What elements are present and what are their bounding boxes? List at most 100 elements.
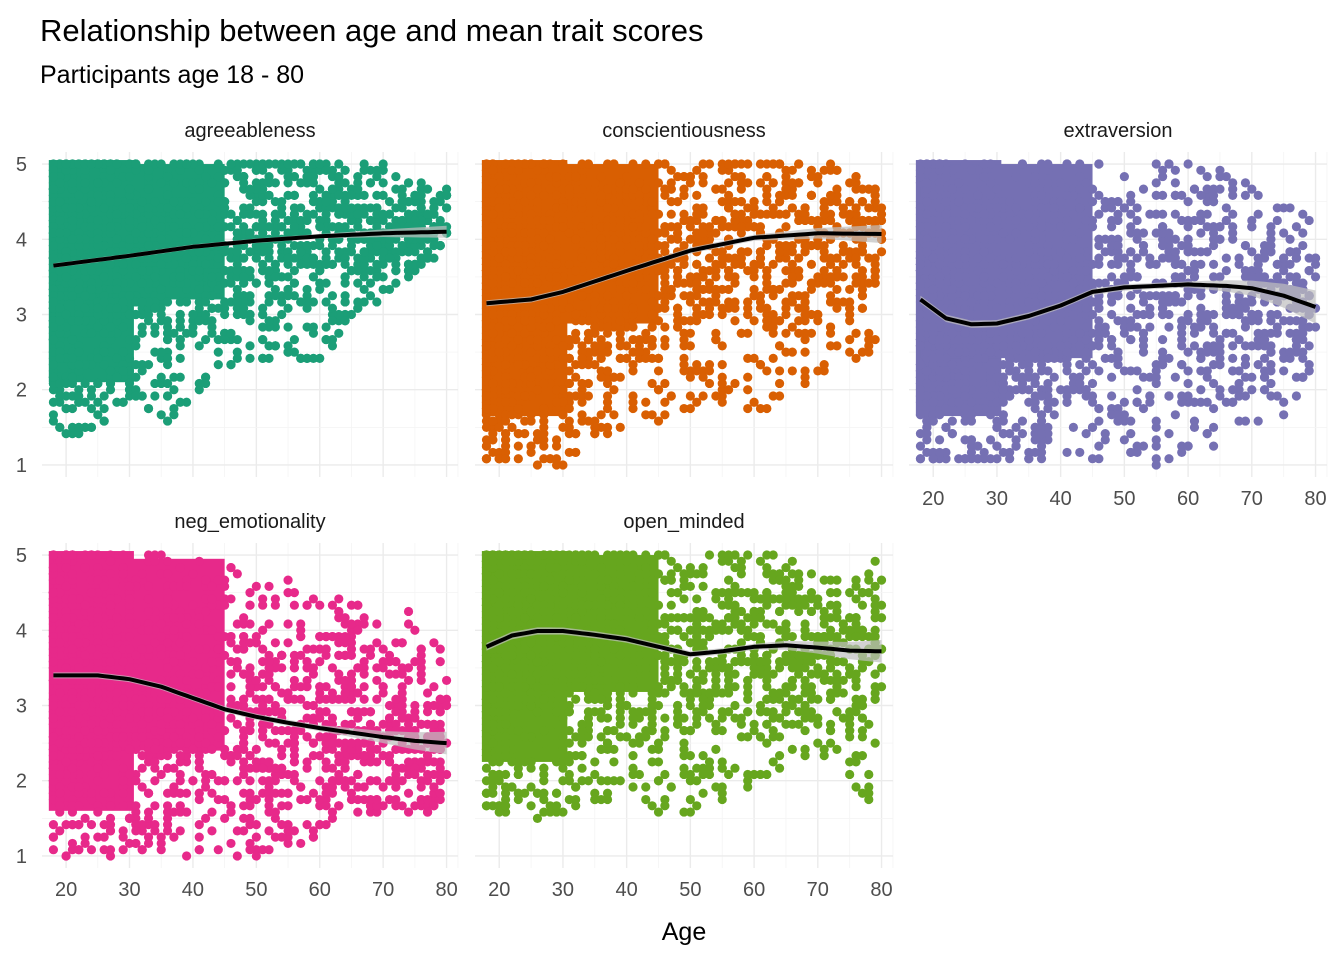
data-point <box>1030 228 1040 238</box>
data-point <box>941 334 951 345</box>
data-point <box>264 159 274 169</box>
data-point <box>532 429 543 439</box>
y-tick-label: 1 <box>16 455 27 477</box>
data-point <box>966 385 977 395</box>
data-point <box>150 215 160 226</box>
data-point <box>532 215 543 226</box>
data-point <box>513 403 523 414</box>
data-point <box>1056 272 1066 282</box>
data-point <box>628 347 638 357</box>
data-point <box>960 347 970 357</box>
data-point <box>315 222 325 232</box>
data-point <box>1189 272 1200 282</box>
data-point <box>692 234 702 244</box>
data-point <box>1291 372 1302 382</box>
data-point <box>99 159 109 169</box>
data-point <box>749 291 759 301</box>
data-point <box>1043 341 1053 351</box>
data-point <box>1304 253 1314 263</box>
data-point <box>1043 422 1053 432</box>
data-point <box>1005 253 1015 263</box>
data-point <box>622 215 632 226</box>
data-point <box>845 347 855 357</box>
data-point <box>194 184 204 194</box>
data-point <box>48 272 59 282</box>
data-point <box>1291 347 1302 357</box>
data-point <box>334 309 344 320</box>
data-point <box>1279 266 1289 276</box>
data-point <box>258 222 268 232</box>
data-point <box>954 397 964 407</box>
data-point <box>112 284 122 295</box>
data-point <box>1126 416 1136 426</box>
data-point <box>666 197 676 207</box>
data-point <box>922 378 932 389</box>
data-point <box>539 416 549 426</box>
data-point <box>232 353 242 363</box>
data-point <box>1285 203 1295 213</box>
data-point <box>1189 184 1200 194</box>
data-point <box>1202 209 1212 219</box>
data-point <box>724 203 734 213</box>
data-point <box>590 215 600 226</box>
data-point <box>960 272 970 282</box>
data-point <box>1228 353 1238 363</box>
data-point <box>226 360 236 370</box>
data-point <box>781 171 791 182</box>
data-point <box>365 291 376 301</box>
data-point <box>641 334 651 345</box>
data-point <box>365 203 376 213</box>
data-point <box>711 215 721 226</box>
data-point <box>1094 234 1104 244</box>
data-point <box>481 266 492 276</box>
data-point <box>1183 378 1193 389</box>
data-point <box>954 309 964 320</box>
data-point <box>245 316 255 326</box>
data-point <box>327 259 338 269</box>
data-point <box>169 328 179 338</box>
data-point <box>321 197 331 207</box>
data-point <box>48 372 59 382</box>
data-point <box>749 272 759 282</box>
data-point <box>143 360 154 370</box>
data-point <box>1221 171 1231 182</box>
data-point <box>698 228 708 238</box>
data-point <box>596 234 606 244</box>
data-point <box>118 171 128 182</box>
data-point <box>660 378 670 389</box>
data-point <box>1202 397 1212 407</box>
data-point <box>270 228 280 238</box>
data-point <box>1107 240 1117 251</box>
data-point <box>99 391 109 401</box>
data-point <box>513 334 523 345</box>
data-point <box>960 184 970 194</box>
data-point <box>819 165 829 175</box>
data-point <box>1151 366 1161 376</box>
data-point <box>954 259 964 269</box>
data-point <box>806 171 817 182</box>
data-point <box>1196 322 1206 332</box>
data-point <box>1151 378 1161 389</box>
data-point <box>137 297 147 307</box>
data-point <box>973 178 983 188</box>
data-point <box>539 429 549 439</box>
data-point <box>321 209 331 219</box>
data-point <box>539 228 549 238</box>
data-point <box>1202 171 1212 182</box>
data-point <box>500 334 511 345</box>
data-point <box>494 422 504 432</box>
data-point <box>1158 334 1168 345</box>
data-point <box>1030 297 1040 307</box>
data-point <box>1298 334 1308 345</box>
data-point <box>1215 222 1225 232</box>
data-point <box>653 366 664 376</box>
data-point <box>207 215 217 226</box>
data-point <box>1304 266 1314 276</box>
data-point <box>704 253 715 263</box>
data-point <box>48 240 59 251</box>
data-point <box>494 184 504 194</box>
data-point <box>571 429 581 439</box>
data-point <box>283 291 293 301</box>
data-point <box>143 203 154 213</box>
data-point <box>105 222 116 232</box>
